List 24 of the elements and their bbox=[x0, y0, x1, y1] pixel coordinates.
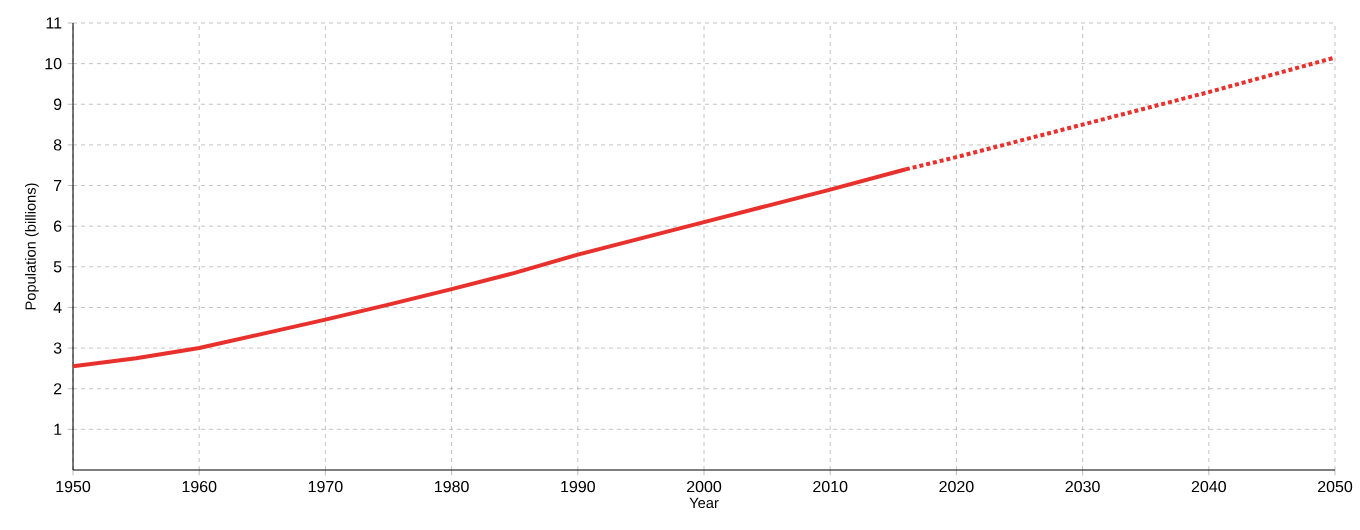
y-tick-label: 8 bbox=[53, 139, 62, 151]
x-tick-label: 2030 bbox=[1065, 480, 1100, 493]
y-tick-label: 6 bbox=[54, 220, 62, 232]
y-axis-title: Population (billions) bbox=[25, 183, 39, 310]
y-tick-label: 1 bbox=[54, 423, 62, 435]
y-tick-label: 3 bbox=[53, 342, 62, 354]
y-tick-label: 4 bbox=[53, 301, 62, 313]
y-tick-label: 10 bbox=[45, 57, 62, 70]
y-tick-label: 11 bbox=[46, 17, 62, 29]
x-tick-label: 2040 bbox=[1191, 480, 1226, 493]
x-axis-title: Year bbox=[689, 497, 719, 509]
x-tick-label: 1960 bbox=[182, 480, 217, 493]
y-tick-label: 7 bbox=[54, 180, 62, 192]
x-tick-label: 2000 bbox=[687, 480, 722, 493]
x-tick-label: 2020 bbox=[939, 480, 974, 493]
x-tick-label: 1980 bbox=[435, 480, 469, 493]
x-tick-label: 1990 bbox=[561, 480, 595, 493]
x-tick-label: 2050 bbox=[1318, 480, 1353, 493]
x-tick-label: 1950 bbox=[56, 480, 91, 493]
x-tick-label: 1970 bbox=[308, 480, 343, 493]
y-tick-label: 5 bbox=[53, 261, 62, 273]
y-tick-label: 2 bbox=[53, 383, 62, 395]
x-tick-label: 2010 bbox=[813, 480, 848, 493]
y-tick-label: 9 bbox=[53, 98, 62, 110]
